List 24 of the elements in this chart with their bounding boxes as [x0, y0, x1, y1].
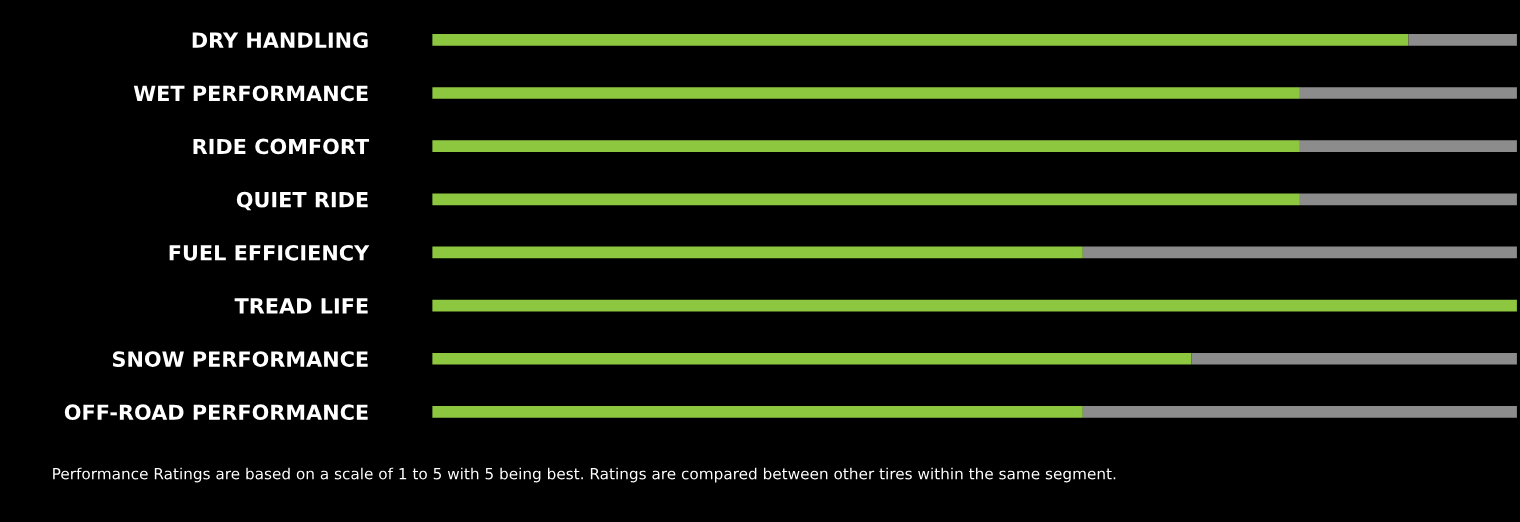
y-tick-label: WET PERFORMANCE	[133, 85, 368, 102]
bar	[431, 352, 1192, 365]
y-tick-label: QUIET RIDE	[236, 191, 368, 211]
bar	[1082, 246, 1517, 259]
y-tick-label: DRY HANDLING	[192, 32, 368, 49]
bar	[1299, 140, 1517, 153]
bar	[431, 406, 1083, 418]
bar	[431, 87, 1300, 99]
bar	[431, 34, 1409, 46]
y-tick-label: RIDE COMFORT	[193, 138, 370, 155]
bar	[431, 193, 1300, 206]
bar	[1082, 406, 1517, 418]
text: Performance Ratings are based on a scale of 1 to 5 with 5 being best. Ratings are compared between other tires within the same segment.	[53, 467, 1116, 483]
bar	[1299, 193, 1517, 206]
bar	[1191, 352, 1517, 365]
bar	[431, 140, 1300, 153]
y-tick-label: TREAD LIFE	[234, 298, 368, 314]
bar	[1408, 34, 1517, 46]
bar	[1299, 87, 1517, 99]
bar	[431, 246, 1083, 259]
bar	[431, 299, 1517, 312]
y-tick-label: SNOW PERFORMANCE	[112, 351, 368, 367]
y-tick-label: OFF-ROAD PERFORMANCE	[64, 404, 368, 421]
y-tick-label: FUEL EFFICIENCY	[169, 244, 370, 261]
